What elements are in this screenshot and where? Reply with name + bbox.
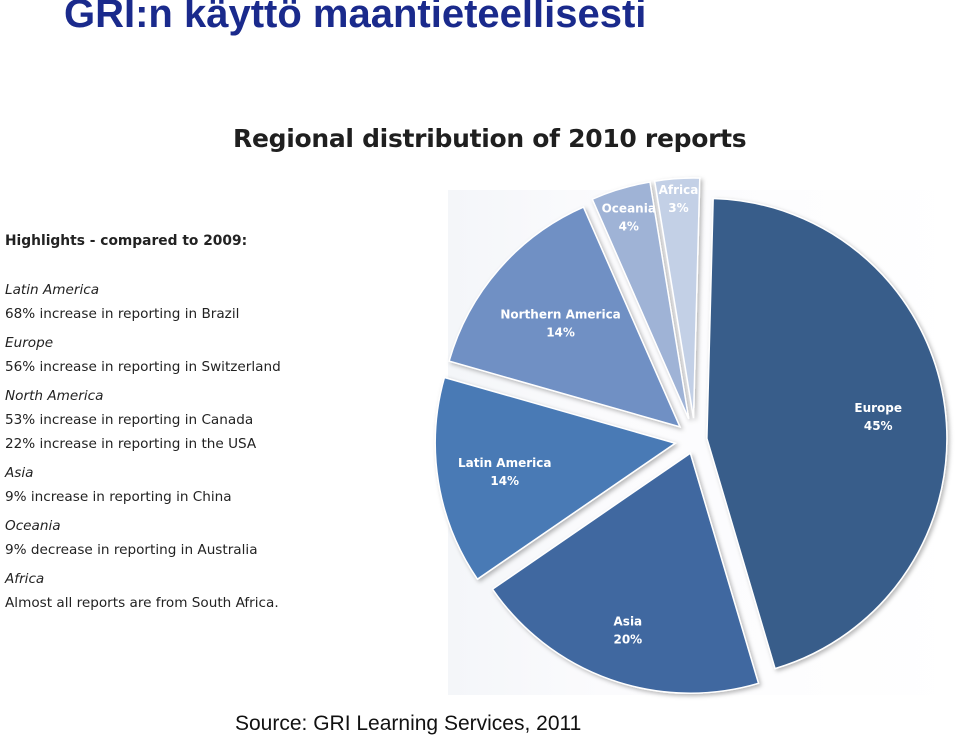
- highlight-region-north-america: North America: [5, 388, 104, 404]
- highlight-line: 9% increase in reporting in China: [5, 489, 232, 505]
- highlight-line: 53% increase in reporting in Canada: [5, 412, 254, 428]
- pie-slice-oceania: [591, 181, 690, 420]
- source-note: Source: GRI Learning Services, 2011: [235, 712, 582, 735]
- highlight-region-asia: Asia: [5, 465, 34, 481]
- chart-title: Regional distribution of 2010 reports: [233, 124, 747, 153]
- highlight-region-europe: Europe: [5, 335, 54, 351]
- highlight-region-africa: Africa: [5, 571, 45, 587]
- slice-label-value: 14%: [490, 474, 519, 488]
- highlight-region-oceania: Oceania: [5, 518, 61, 534]
- pie-slice-latin-america: [434, 376, 678, 581]
- slice-label-value: 45%: [864, 419, 893, 433]
- highlight-line: 9% decrease in reporting in Australia: [5, 542, 258, 558]
- slice-label-value: 20%: [613, 633, 642, 647]
- slice-label-value: 3%: [668, 201, 688, 215]
- highlights-header: Highlights - compared to 2009:: [5, 233, 248, 249]
- slice-label-name: Asia: [614, 615, 643, 629]
- highlight-line: 22% increase in reporting in the USA: [5, 436, 257, 452]
- highlight-line: 68% increase in reporting in Brazil: [5, 306, 240, 322]
- slide-title: GRI:n käyttö maantieteellisesti: [64, 0, 647, 36]
- slice-label-name: Northern America: [500, 308, 620, 322]
- slice-label-name: Africa: [659, 183, 699, 197]
- slice-label-name: Oceania: [602, 201, 656, 215]
- pie-slice-northern-america: [448, 206, 682, 429]
- pie-slice-africa: [653, 177, 701, 419]
- highlight-region-latin-america: Latin America: [5, 282, 100, 298]
- highlight-line: Almost all reports are from South Africa…: [5, 595, 279, 611]
- highlights-panel: Highlights - compared to 2009: Latin Ame…: [5, 230, 335, 615]
- highlight-line: 56% increase in reporting in Switzerland: [5, 359, 281, 375]
- slice-label-name: Latin America: [458, 456, 552, 470]
- slice-label-value: 4%: [619, 219, 639, 233]
- pie-slice-europe: [706, 197, 948, 670]
- slice-label-name: Europe: [854, 401, 902, 415]
- slice-label-value: 14%: [546, 326, 575, 340]
- pie-slice-asia: [491, 451, 760, 694]
